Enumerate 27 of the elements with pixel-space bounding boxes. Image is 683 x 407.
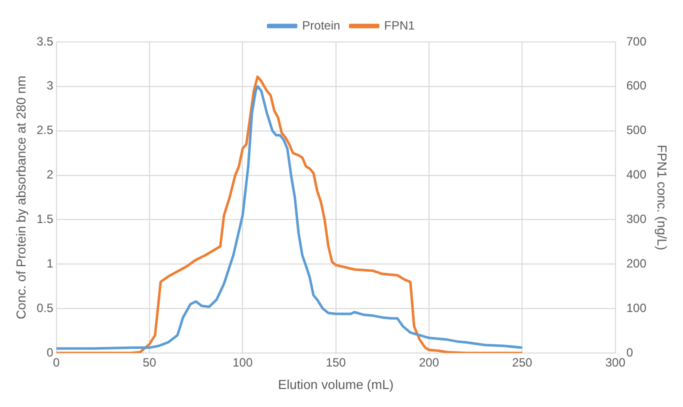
x-tick-label: 250 xyxy=(512,356,533,370)
y-tick-label: 1.5 xyxy=(36,212,54,226)
y-tick-label: 2 xyxy=(46,168,54,182)
y2-tick-label: 700 xyxy=(626,34,647,48)
y2-tick-label: 100 xyxy=(626,300,647,315)
y2-tick-label: 400 xyxy=(626,168,647,182)
y2-axis-title: FPN1 conc. (ng/L) xyxy=(654,144,670,250)
y2-tick-label: 300 xyxy=(626,212,647,226)
y-tick-label: 2.5 xyxy=(36,123,54,138)
y2-tick-label: 200 xyxy=(626,256,647,270)
y2-tick-label: 500 xyxy=(626,123,647,138)
x-tick-label: 300 xyxy=(605,356,626,370)
y-tick-label: 3.5 xyxy=(36,34,54,48)
y-tick-label: 0 xyxy=(46,345,54,360)
legend-label: FPN1 xyxy=(384,18,416,32)
x-tick-label: 50 xyxy=(142,356,156,370)
y2-tick-label: 0 xyxy=(626,345,634,360)
x-tick-label: 100 xyxy=(232,356,253,370)
y-tick-label: 3 xyxy=(46,78,54,93)
y2-tick-label: 600 xyxy=(626,78,647,93)
legend-label: Protein xyxy=(302,18,340,32)
x-axis-title: Elution volume (mL) xyxy=(278,376,394,392)
y-axis-title: Conc. of Protein by absorbance at 280 nm xyxy=(13,76,28,320)
x-tick-label: 150 xyxy=(326,356,346,370)
y-tick-label: 0.5 xyxy=(36,300,54,315)
y-tick-label: 1 xyxy=(46,256,54,270)
x-tick-label: 200 xyxy=(418,356,440,370)
